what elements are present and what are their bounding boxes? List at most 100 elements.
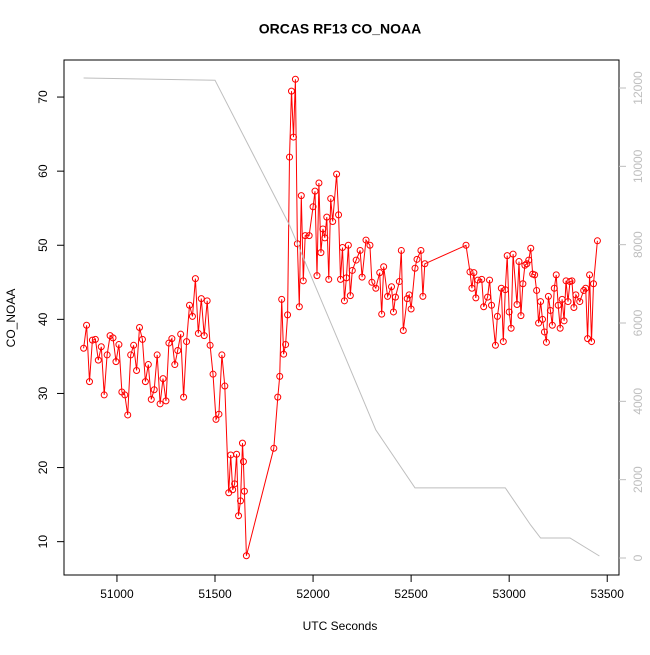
data-point bbox=[397, 246, 405, 254]
data-point bbox=[270, 444, 278, 452]
y2-tick-label: 4000 bbox=[631, 388, 645, 415]
data-point bbox=[295, 303, 303, 311]
data-point bbox=[174, 346, 182, 354]
data-point bbox=[550, 284, 558, 292]
data-point bbox=[287, 87, 295, 95]
data-point bbox=[507, 324, 515, 332]
data-point bbox=[309, 203, 317, 211]
data-point bbox=[321, 234, 329, 242]
y2-tick-label: 12000 bbox=[631, 71, 645, 105]
data-point bbox=[560, 317, 568, 325]
data-point bbox=[588, 338, 596, 346]
data-point bbox=[537, 298, 545, 306]
data-point bbox=[521, 261, 529, 269]
data-point bbox=[156, 400, 164, 408]
data-point bbox=[558, 295, 566, 303]
data-point bbox=[147, 395, 155, 403]
data-point bbox=[564, 298, 572, 306]
data-point bbox=[356, 246, 364, 254]
plot-box bbox=[63, 59, 620, 576]
data-point bbox=[333, 170, 341, 178]
data-point bbox=[121, 391, 129, 399]
data-point bbox=[240, 487, 248, 495]
data-point bbox=[340, 297, 348, 305]
data-point bbox=[346, 292, 354, 300]
data-point bbox=[274, 393, 282, 401]
data-point bbox=[586, 271, 594, 279]
data-point bbox=[366, 241, 374, 249]
data-point bbox=[183, 338, 191, 346]
data-point bbox=[470, 269, 478, 277]
data-point bbox=[590, 280, 598, 288]
data-point bbox=[509, 250, 517, 258]
data-point bbox=[293, 240, 301, 248]
data-point bbox=[535, 319, 543, 327]
data-point bbox=[338, 243, 346, 251]
y-tick-label: 70 bbox=[36, 90, 50, 104]
data-point bbox=[319, 225, 327, 233]
data-point bbox=[282, 341, 290, 349]
data-point bbox=[358, 273, 366, 281]
data-point bbox=[276, 372, 284, 380]
data-point bbox=[572, 291, 580, 299]
data-point bbox=[582, 284, 590, 292]
data-point bbox=[141, 378, 149, 386]
data-point bbox=[497, 284, 505, 292]
data-point bbox=[238, 439, 246, 447]
data-point bbox=[329, 218, 337, 226]
data-point bbox=[391, 293, 399, 301]
data-point bbox=[539, 315, 547, 323]
data-point bbox=[323, 213, 331, 221]
data-point bbox=[515, 258, 523, 266]
data-point bbox=[405, 291, 413, 299]
data-point bbox=[576, 298, 584, 306]
data-point bbox=[462, 241, 470, 249]
data-point bbox=[499, 338, 507, 346]
data-point bbox=[127, 351, 135, 359]
data-point bbox=[389, 308, 397, 316]
data-point bbox=[568, 277, 576, 285]
data-point bbox=[527, 244, 535, 252]
data-point bbox=[517, 312, 525, 320]
x-tick-label: 51500 bbox=[198, 587, 232, 601]
data-point bbox=[472, 294, 480, 302]
data-point bbox=[395, 278, 403, 286]
series-line bbox=[83, 79, 598, 556]
data-point bbox=[552, 271, 560, 279]
data-point bbox=[466, 268, 474, 276]
data-point bbox=[488, 301, 496, 309]
data-point bbox=[221, 382, 229, 390]
data-point bbox=[311, 187, 319, 195]
chart-title: ORCAS RF13 CO_NOAA bbox=[259, 21, 422, 37]
data-point bbox=[289, 133, 297, 141]
data-point bbox=[301, 232, 309, 240]
data-point bbox=[162, 397, 170, 405]
data-point bbox=[194, 329, 202, 337]
data-point bbox=[484, 293, 492, 301]
data-point bbox=[180, 393, 188, 401]
data-point bbox=[531, 271, 539, 279]
data-point bbox=[242, 552, 250, 560]
data-point bbox=[548, 321, 556, 329]
data-point bbox=[540, 328, 548, 336]
data-point bbox=[378, 310, 386, 318]
data-point bbox=[144, 361, 152, 369]
data-point bbox=[372, 284, 380, 292]
data-point bbox=[171, 361, 179, 369]
y-axis-label: CO_NOAA bbox=[4, 289, 18, 348]
data-point bbox=[112, 358, 120, 366]
y-tick-label: 20 bbox=[36, 461, 50, 475]
data-point bbox=[159, 375, 167, 383]
data-point bbox=[421, 260, 429, 268]
data-point bbox=[413, 255, 421, 263]
data-point bbox=[327, 195, 335, 203]
y-tick-label: 10 bbox=[36, 535, 50, 549]
data-point bbox=[100, 391, 108, 399]
data-point bbox=[478, 275, 486, 283]
data-point bbox=[231, 480, 239, 488]
y-tick-label: 50 bbox=[36, 238, 50, 252]
data-point bbox=[177, 330, 185, 338]
data-point bbox=[505, 308, 513, 316]
